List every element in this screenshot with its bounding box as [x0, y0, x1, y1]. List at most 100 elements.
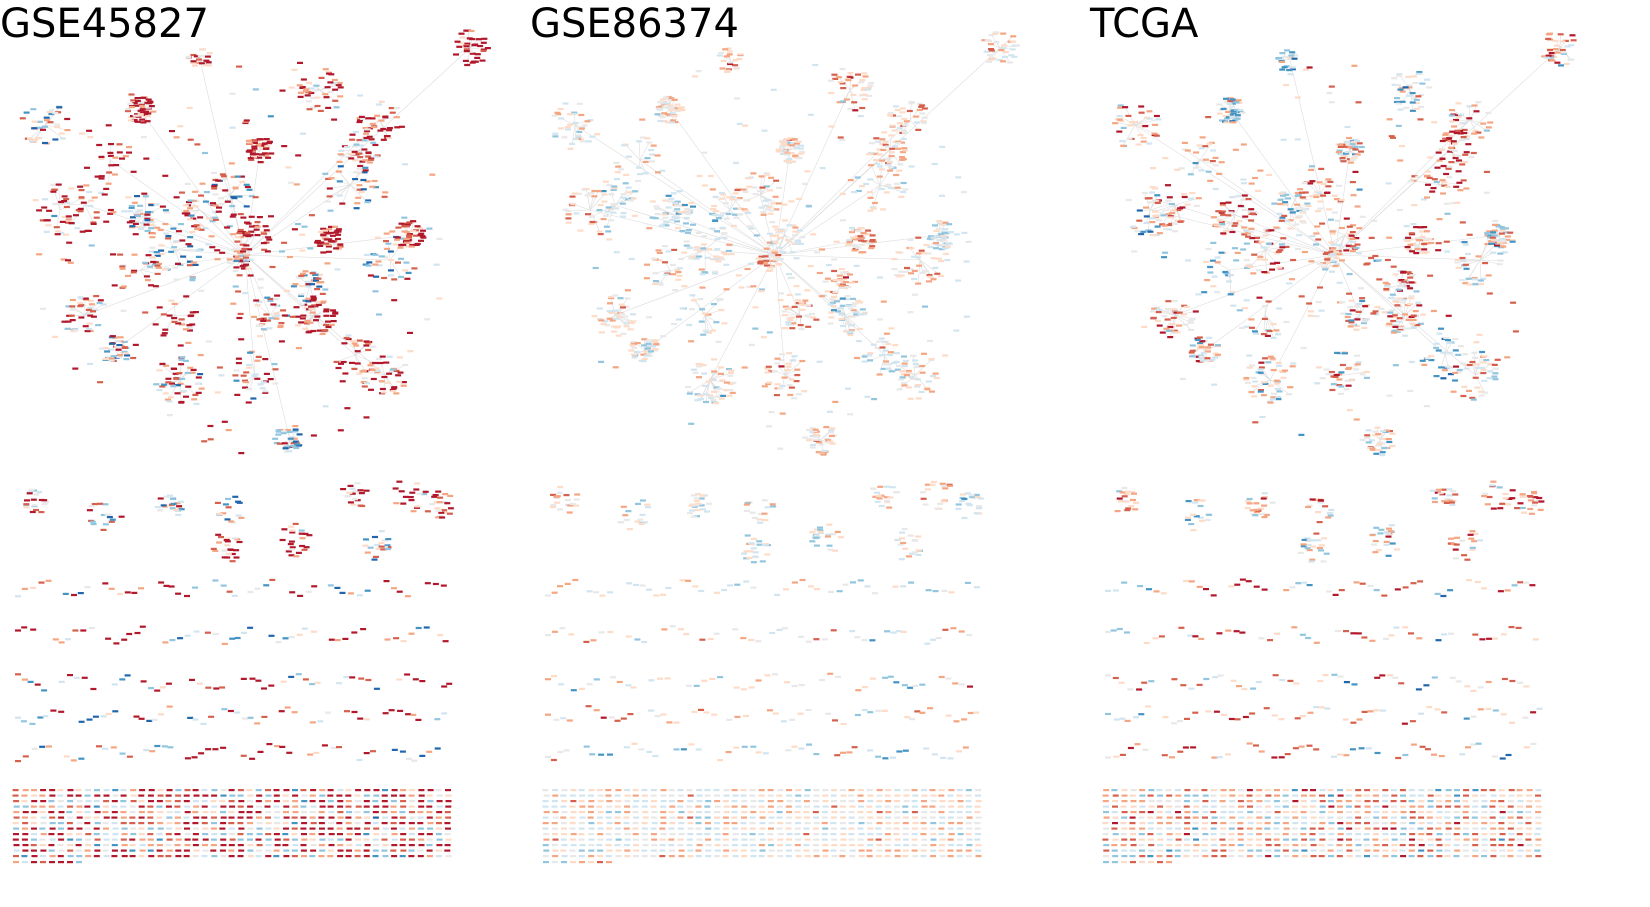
gene-node [291, 711, 298, 714]
gene-node [757, 521, 764, 524]
gene-node [130, 833, 137, 836]
gene-node [211, 816, 217, 819]
gene-node [140, 107, 146, 110]
gene-node [137, 114, 144, 117]
gene-node [348, 157, 355, 160]
gene-node [661, 628, 668, 631]
gene-node [742, 124, 748, 127]
gene-node [565, 210, 572, 213]
gene-node [237, 855, 244, 858]
gene-node [174, 800, 181, 803]
gene-node [46, 745, 52, 748]
gene-node [657, 119, 664, 123]
gene-node [421, 493, 428, 496]
gene-node [692, 504, 699, 507]
gene-node [237, 251, 244, 254]
gene-node [605, 794, 612, 797]
gene-node [713, 386, 720, 389]
gene-node [136, 209, 143, 212]
gene-node [861, 360, 868, 363]
gene-node [887, 496, 894, 499]
gene-node [220, 789, 227, 792]
gene-node [170, 227, 177, 230]
gene-node [364, 551, 371, 554]
gene-node [665, 206, 672, 209]
gene-node [282, 637, 289, 640]
gene-node [58, 838, 65, 841]
gene-node [131, 102, 138, 105]
gene-node [719, 212, 726, 215]
gene-node [414, 225, 421, 228]
gene-node [822, 789, 829, 792]
gene-node [884, 145, 891, 148]
gene-node [780, 250, 787, 254]
network-edge [269, 305, 278, 316]
gene-node [147, 794, 154, 797]
gene-node [652, 349, 659, 352]
gene-node [138, 587, 144, 590]
gene-node [211, 789, 218, 792]
gene-node [102, 582, 109, 585]
gene-node [740, 188, 747, 191]
gene-node [275, 433, 282, 436]
gene-node [133, 212, 140, 215]
gene-node [186, 218, 193, 221]
gene-node [151, 718, 158, 721]
gene-node [406, 233, 413, 236]
gene-node [390, 822, 397, 825]
gene-node [763, 204, 770, 207]
gene-node [688, 422, 695, 425]
gene-node [393, 369, 400, 372]
gene-node [357, 94, 364, 97]
gene-node [205, 62, 211, 66]
gene-node [246, 149, 253, 152]
gene-node [620, 505, 627, 508]
gene-node [463, 45, 470, 48]
gene-node [309, 96, 316, 100]
gene-node [750, 172, 757, 175]
gene-node [624, 800, 631, 803]
gene-node [942, 252, 949, 255]
gene-node [829, 298, 835, 301]
gene-node [830, 305, 837, 308]
gene-node [142, 261, 149, 264]
gene-node [238, 827, 245, 830]
gene-node [713, 632, 720, 635]
gene-node [336, 822, 343, 825]
gene-node [570, 203, 577, 206]
gene-node [901, 131, 908, 134]
gene-node [154, 689, 161, 692]
gene-node [382, 827, 389, 830]
gene-node [699, 638, 706, 641]
gene-node [625, 510, 632, 513]
gene-node [280, 430, 287, 433]
gene-node [187, 716, 194, 719]
gene-node [567, 147, 574, 150]
gene-node [796, 229, 803, 232]
gene-node [926, 280, 932, 283]
gene-node [379, 355, 386, 358]
gene-node [484, 47, 491, 50]
gene-node [106, 171, 113, 174]
gene-node [782, 305, 789, 308]
gene-node [263, 372, 270, 375]
gene-node [797, 712, 804, 715]
network-edge [354, 354, 376, 364]
gene-node [300, 314, 307, 317]
gene-node [858, 789, 864, 792]
gene-node [247, 794, 254, 797]
gene-node [292, 805, 299, 808]
gene-node [58, 849, 65, 852]
gene-node [382, 191, 389, 194]
gene-node [592, 266, 599, 270]
gene-node [355, 805, 362, 808]
gene-node [871, 398, 878, 401]
gene-node [94, 822, 101, 825]
gene-node [832, 279, 839, 282]
gene-node [275, 641, 282, 644]
gene-node [211, 187, 218, 190]
gene-node [324, 200, 331, 203]
gene-node [611, 187, 618, 190]
gene-node [298, 293, 305, 296]
gene-node [714, 591, 720, 594]
